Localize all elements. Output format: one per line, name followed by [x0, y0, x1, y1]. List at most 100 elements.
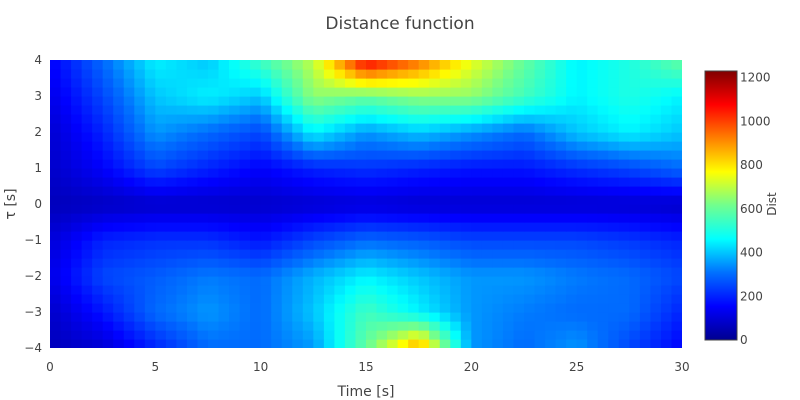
- heatmap-cell: [250, 87, 262, 97]
- heatmap-cell: [450, 186, 462, 196]
- heatmap-cell: [281, 321, 293, 331]
- heatmap-cell: [60, 222, 72, 232]
- heatmap-cell: [50, 195, 62, 205]
- heatmap-cell: [271, 330, 283, 340]
- heatmap-cell: [344, 69, 357, 79]
- heatmap-cell: [313, 168, 325, 178]
- heatmap-cell: [334, 141, 346, 151]
- heatmap-cell: [60, 249, 72, 259]
- heatmap-cell: [113, 132, 125, 142]
- heatmap-cell: [176, 303, 188, 313]
- heatmap-cell: [387, 276, 399, 286]
- heatmap-cell: [281, 60, 293, 70]
- heatmap-cell: [439, 321, 451, 331]
- heatmap-cell: [639, 69, 651, 79]
- heatmap-cell: [460, 321, 472, 331]
- heatmap-cell: [387, 330, 399, 340]
- heatmap-cell: [587, 195, 599, 205]
- heatmap-cell: [460, 267, 472, 277]
- heatmap-cell: [366, 168, 378, 178]
- heatmap-cell: [60, 168, 72, 178]
- heatmap-cell: [229, 168, 241, 178]
- heatmap-cell: [418, 330, 430, 340]
- heatmap-cell: [597, 69, 609, 79]
- heatmap-cell: [302, 150, 314, 160]
- heatmap-cell: [197, 240, 209, 250]
- heatmap-cell: [102, 96, 114, 106]
- heatmap-cell: [502, 276, 515, 286]
- heatmap-cell: [397, 204, 409, 214]
- heatmap-cell: [671, 231, 682, 241]
- heatmap-cell: [218, 312, 230, 322]
- heatmap-cell: [566, 195, 578, 205]
- heatmap-cell: [650, 141, 662, 151]
- heatmap-cell: [123, 114, 135, 124]
- heatmap-cell: [545, 339, 557, 348]
- heatmap-cell: [513, 222, 525, 232]
- heatmap-cell: [102, 60, 114, 70]
- heatmap-cell: [186, 132, 199, 142]
- heatmap-cell: [608, 222, 620, 232]
- heatmap-cell: [50, 141, 62, 151]
- heatmap-cell: [355, 249, 367, 259]
- heatmap-cell: [618, 240, 630, 250]
- heatmap-cell: [660, 294, 673, 304]
- heatmap-cell: [197, 78, 209, 88]
- heatmap-cell: [313, 267, 325, 277]
- heatmap-cell: [113, 303, 125, 313]
- heatmap-cell: [576, 294, 588, 304]
- heatmap-cell: [344, 249, 357, 259]
- heatmap-cell: [271, 78, 283, 88]
- heatmap-cell: [123, 321, 135, 331]
- heatmap-cell: [397, 285, 409, 295]
- heatmap-cell: [639, 159, 651, 169]
- heatmap-cell: [555, 159, 567, 169]
- heatmap-cell: [344, 213, 357, 223]
- heatmap-cell: [123, 159, 135, 169]
- heatmap-cell: [629, 303, 641, 313]
- heatmap-cell: [460, 222, 472, 232]
- heatmap-cell: [587, 303, 599, 313]
- colorbar-tick-label: 1000: [740, 114, 771, 128]
- heatmap-cell: [250, 267, 262, 277]
- heatmap-cell: [439, 195, 451, 205]
- heatmap-cell: [218, 222, 230, 232]
- heatmap-cell: [208, 321, 220, 331]
- heatmap-cell: [281, 123, 293, 133]
- heatmap-cell: [123, 312, 135, 322]
- heatmap-cell: [155, 132, 167, 142]
- heatmap-cell: [208, 249, 220, 259]
- heatmap-cell: [355, 294, 367, 304]
- heatmap-cell: [492, 141, 504, 151]
- heatmap-cell: [492, 339, 504, 348]
- heatmap-cell: [144, 159, 156, 169]
- heatmap-cell: [281, 204, 293, 214]
- heatmap-cell: [555, 132, 567, 142]
- heatmap-cell: [50, 249, 62, 259]
- heatmap-cell: [81, 150, 93, 160]
- heatmap-cell: [450, 105, 462, 115]
- heatmap-cell: [50, 222, 62, 232]
- heatmap-cell: [260, 321, 272, 331]
- heatmap-cell: [92, 276, 104, 286]
- heatmap-cell: [355, 213, 367, 223]
- heatmap-cell: [218, 177, 230, 187]
- heatmap-cell: [555, 69, 567, 79]
- heatmap-cell: [524, 249, 536, 259]
- heatmap-cell: [366, 186, 378, 196]
- heatmap-cell: [313, 222, 325, 232]
- heatmap-cell: [102, 150, 114, 160]
- heatmap-cell: [260, 240, 272, 250]
- heatmap-cell: [450, 114, 462, 124]
- heatmap-cell: [102, 141, 114, 151]
- heatmap-cell: [650, 186, 662, 196]
- heatmap-cell: [481, 168, 493, 178]
- heatmap-cell: [197, 87, 209, 97]
- heatmap-cell: [292, 339, 304, 348]
- heatmap-cell: [471, 231, 483, 241]
- heatmap-cell: [376, 177, 388, 187]
- heatmap-cell: [376, 186, 388, 196]
- heatmap-cell: [450, 213, 462, 223]
- heatmap-cell: [524, 168, 536, 178]
- heatmap-cell: [344, 141, 357, 151]
